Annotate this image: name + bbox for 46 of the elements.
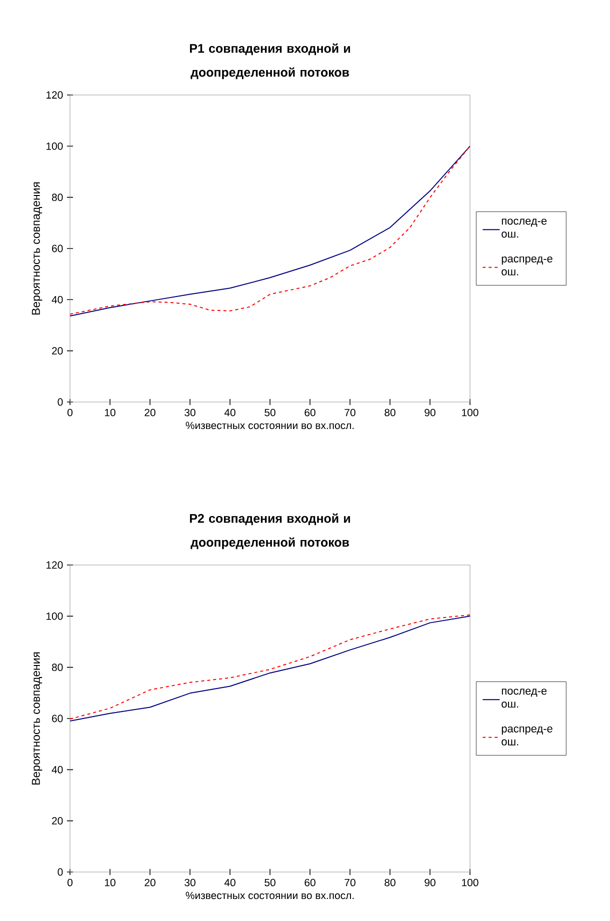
chart-title: P1 совпадения входной и доопределенной потоков <box>190 43 350 80</box>
y-tick-label: 60 <box>52 714 63 722</box>
x-axis-title: %известных состоянии во вх.посл. <box>186 422 354 430</box>
y-tick-label: 100 <box>46 142 63 150</box>
x-tick-label: 70 <box>344 408 356 416</box>
x-tick-label: 30 <box>184 408 196 416</box>
y-axis-title: Вероятность совпадения <box>32 182 42 315</box>
x-tick-label: 40 <box>224 408 236 416</box>
x-tick-label: 70 <box>344 878 356 886</box>
y-tick-label: 80 <box>52 194 63 202</box>
y-tick-label: 20 <box>52 347 63 355</box>
x-tick-label: 80 <box>384 408 396 416</box>
y-axis-title: Вероятность совпадения <box>32 652 42 785</box>
y-tick-label: 100 <box>46 612 63 620</box>
y-tick-label: 120 <box>46 561 63 569</box>
legend-label: распред-е ош. <box>502 256 552 276</box>
x-tick-label: 60 <box>304 878 316 886</box>
chart-title: P2 совпадения входной и доопределенной потоков <box>190 513 350 550</box>
legend-label: распред-е ош. <box>502 726 552 746</box>
legend-label: послед-е ош. <box>502 688 547 708</box>
x-tick-label: 60 <box>304 408 316 416</box>
y-tick-label: 20 <box>52 817 63 825</box>
y-tick-label: 60 <box>52 244 63 252</box>
y-tick-label: 0 <box>58 398 63 406</box>
y-tick-label: 80 <box>52 664 63 672</box>
y-tick-label: 0 <box>58 868 63 876</box>
x-tick-label: 10 <box>104 878 116 886</box>
x-tick-label: 0 <box>68 408 72 416</box>
x-tick-label: 100 <box>462 878 478 886</box>
x-tick-label: 80 <box>384 878 396 886</box>
x-tick-label: 10 <box>104 408 116 416</box>
legend-label: послед-е ош. <box>502 218 547 238</box>
x-tick-label: 40 <box>224 878 236 886</box>
x-tick-label: 0 <box>68 878 72 886</box>
y-tick-label: 40 <box>52 296 63 304</box>
x-tick-label: 50 <box>264 408 276 416</box>
x-tick-label: 50 <box>264 878 276 886</box>
x-tick-label: 20 <box>144 408 156 416</box>
x-axis-title: %известных состоянии во вх.посл. <box>186 892 354 900</box>
x-tick-label: 90 <box>424 408 436 416</box>
y-tick-label: 40 <box>52 766 63 774</box>
x-tick-label: 20 <box>144 878 156 886</box>
x-tick-label: 100 <box>462 408 478 416</box>
y-tick-label: 120 <box>46 91 63 99</box>
x-tick-label: 30 <box>184 878 196 886</box>
x-tick-label: 90 <box>424 878 436 886</box>
